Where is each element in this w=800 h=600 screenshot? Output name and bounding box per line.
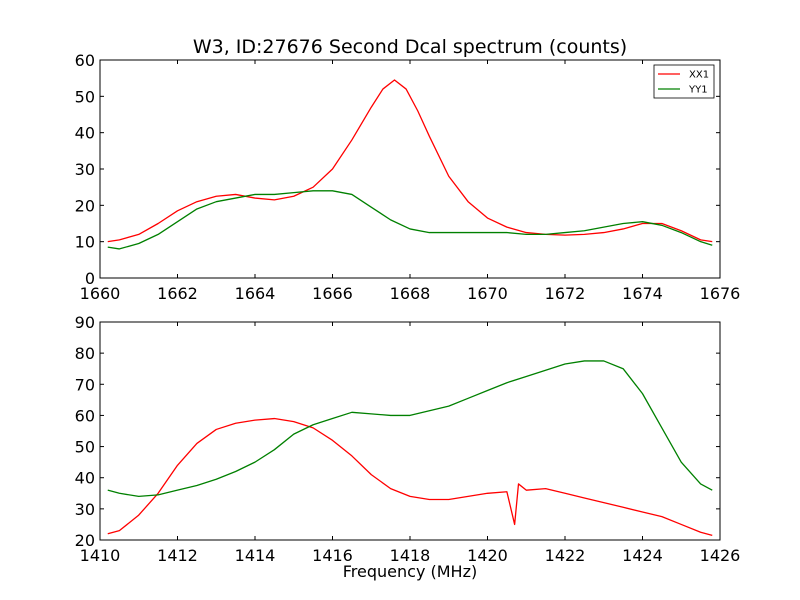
y-tick-label: 40 bbox=[75, 124, 95, 143]
y-tick-label: 50 bbox=[75, 87, 95, 106]
series-line-green bbox=[107, 360, 713, 498]
x-tick-label: 1668 bbox=[390, 284, 431, 303]
x-tick-label: 1422 bbox=[545, 546, 586, 565]
y-tick-label: 40 bbox=[75, 469, 95, 488]
x-tick-label: 1662 bbox=[157, 284, 198, 303]
x-tick-label: 1660 bbox=[80, 284, 121, 303]
x-tick-label: 1674 bbox=[622, 284, 663, 303]
top-panel: 1660 1662 1664 1666 1668 1670 1672 1674 1676 0 10 2… bbox=[75, 51, 741, 303]
legend-label-xx1: XX1 bbox=[689, 70, 709, 81]
x-tick-label: 1670 bbox=[467, 284, 508, 303]
legend-box bbox=[653, 64, 715, 99]
x-tick-label: 1664 bbox=[235, 284, 276, 303]
y-tick-label: 80 bbox=[75, 344, 95, 363]
x-tick-label: 1420 bbox=[467, 546, 508, 565]
y-tick-label: 30 bbox=[75, 500, 95, 519]
x-tick-label: 1418 bbox=[390, 546, 431, 565]
bottom-panel: 1410 1412 1414 1416 1418 1420 1422 1424 1426 20 30… bbox=[75, 313, 741, 565]
x-tick-label: 1666 bbox=[312, 284, 353, 303]
x-tick-label: 1410 bbox=[80, 546, 121, 565]
y-tick-label: 20 bbox=[75, 196, 95, 215]
series-line-red bbox=[107, 79, 713, 243]
y-tick-label: 70 bbox=[75, 375, 95, 394]
x-tick-label: 1672 bbox=[545, 284, 586, 303]
x-tick-label: 1424 bbox=[622, 546, 663, 565]
x-tick-label: 1676 bbox=[700, 284, 741, 303]
y-tick-label: 10 bbox=[75, 233, 95, 252]
y-tick-label: 50 bbox=[75, 438, 95, 457]
chart-title: W3, ID:27676 Second Dcal spectrum (count… bbox=[193, 36, 627, 58]
legend: XX1 YY1 bbox=[653, 64, 715, 99]
y-tick-label: 60 bbox=[75, 51, 95, 70]
x-tick-label: 1412 bbox=[157, 546, 198, 565]
y-tick-label: 0 bbox=[85, 269, 95, 288]
y-tick-label: 90 bbox=[75, 313, 95, 332]
legend-label-yy1: YY1 bbox=[688, 85, 708, 96]
x-tick-label: 1426 bbox=[700, 546, 741, 565]
y-tick-label: 20 bbox=[75, 531, 95, 550]
y-tick-label: 60 bbox=[75, 406, 95, 425]
series-line-red bbox=[107, 417, 713, 536]
x-axis-label: Frequency (MHz) bbox=[343, 562, 477, 581]
x-tick-label: 1416 bbox=[312, 546, 353, 565]
y-tick-label: 30 bbox=[75, 160, 95, 179]
series-line-green bbox=[107, 190, 713, 250]
x-tick-label: 1414 bbox=[235, 546, 276, 565]
